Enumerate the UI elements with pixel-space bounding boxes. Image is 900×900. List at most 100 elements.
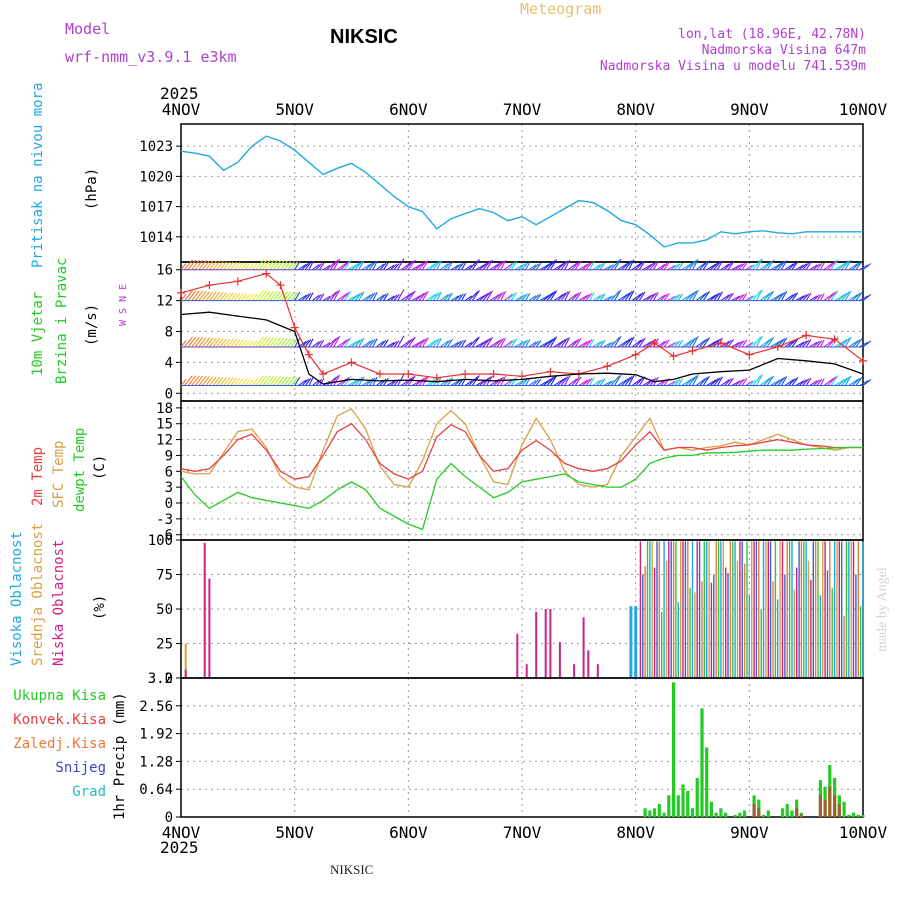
wind-barb xyxy=(198,260,207,271)
wind-barb xyxy=(443,378,451,386)
wind-barb xyxy=(514,341,524,348)
wind-barb xyxy=(514,295,524,302)
wind-barb xyxy=(379,378,387,386)
wind-barb xyxy=(464,264,473,271)
wind-barb xyxy=(510,261,518,271)
wind-barb xyxy=(827,260,837,271)
wind-barb xyxy=(407,259,416,271)
wind-barb xyxy=(702,290,710,301)
precip-ytick-label: 1.28 xyxy=(139,754,173,770)
precip-conv-bar xyxy=(837,804,841,817)
wind-barb xyxy=(830,259,839,271)
cloud-dense-bar xyxy=(732,541,734,678)
cloud-low-bar xyxy=(516,633,519,678)
wind-ytick-label: 12 xyxy=(156,294,173,310)
wind-barb xyxy=(695,339,706,348)
cloud-dense-bar xyxy=(805,541,807,678)
wind-barb xyxy=(390,263,398,271)
wind-barb xyxy=(738,293,745,301)
wind-barb xyxy=(564,290,571,301)
cloud-dense-bar xyxy=(779,541,781,678)
wind-barb xyxy=(219,338,227,348)
wind-barb xyxy=(841,260,850,271)
wind-barb xyxy=(216,292,224,301)
clouds-ytick-label: 25 xyxy=(156,637,173,653)
wind-barb xyxy=(624,290,633,301)
wind-barb xyxy=(724,262,732,271)
wind-barb xyxy=(283,376,292,386)
wind-barb xyxy=(418,291,427,301)
cloud-dense-bar xyxy=(786,541,788,678)
wind-barb xyxy=(677,293,683,301)
wind-barb xyxy=(415,292,425,302)
wind-barb xyxy=(589,377,595,386)
wind-barb xyxy=(535,293,542,301)
wind-barb xyxy=(578,341,588,348)
wind-barb xyxy=(184,336,193,348)
wind-barb xyxy=(336,378,348,387)
wind-barb xyxy=(663,292,670,301)
wind-barb xyxy=(432,338,440,348)
cloud-dense-bar xyxy=(725,567,727,678)
wind-barb xyxy=(599,339,606,348)
wind-barb xyxy=(663,262,670,271)
wind-gust-marker xyxy=(375,369,384,378)
wind-barb xyxy=(244,339,251,348)
wind-barb xyxy=(187,290,197,301)
wind-barb xyxy=(809,295,818,302)
wind-barb xyxy=(610,337,620,348)
wind-barb xyxy=(755,335,763,348)
wind-barb xyxy=(727,261,735,271)
wind-barb xyxy=(315,294,323,301)
wind-barb xyxy=(716,376,723,386)
wind-barb xyxy=(184,375,193,386)
wind-barb xyxy=(258,375,268,386)
wind-gust-line xyxy=(180,272,864,379)
cloud-dense-bar xyxy=(708,541,710,678)
wind-barb xyxy=(482,291,492,301)
cloud-low-bar xyxy=(184,669,187,678)
wind-barb xyxy=(507,262,516,271)
wind-barb xyxy=(376,340,385,348)
wind-barb xyxy=(823,292,835,302)
wind-barb xyxy=(571,338,580,348)
wind-barb xyxy=(205,376,214,386)
wind-barb xyxy=(212,291,221,301)
wind-gust-marker xyxy=(347,358,356,367)
wind-barb xyxy=(606,380,614,387)
wind-barb xyxy=(361,294,372,302)
wind-barb xyxy=(304,377,312,386)
wind-barb xyxy=(738,378,745,386)
wind-gust-marker xyxy=(177,288,185,297)
precip-total-bar xyxy=(738,812,742,817)
cloud-dense-bar xyxy=(769,541,772,678)
wind-barb xyxy=(283,260,292,271)
wind-barb xyxy=(638,260,646,271)
wind-barb xyxy=(542,261,554,271)
wind-barb xyxy=(734,379,743,387)
wind-barb xyxy=(425,379,436,387)
wind-ytick-label: 8 xyxy=(165,325,173,341)
cloud-dense-bar xyxy=(817,541,819,678)
wind-barb xyxy=(791,338,799,348)
wind-barb xyxy=(855,338,863,348)
wind-barb xyxy=(425,340,436,348)
wind-barb xyxy=(809,341,818,348)
wind-barb xyxy=(208,291,217,301)
wind-barb xyxy=(422,337,429,348)
cloud-dense-bar xyxy=(814,541,817,678)
wind-barb xyxy=(312,294,320,302)
cloud-dense-bar xyxy=(729,541,732,678)
wind-barb xyxy=(354,261,363,271)
cloud-dense-bar xyxy=(701,581,703,678)
wind-gust-marker xyxy=(688,346,697,355)
wind-barb xyxy=(383,262,389,271)
wind-barb xyxy=(354,292,363,301)
wind-barb xyxy=(496,260,505,271)
wind-barb xyxy=(532,379,539,386)
wind-barb xyxy=(788,339,797,348)
wind-barb xyxy=(709,378,719,387)
cloud-low-bar xyxy=(208,578,211,678)
cloud-dense-bar xyxy=(855,574,857,678)
